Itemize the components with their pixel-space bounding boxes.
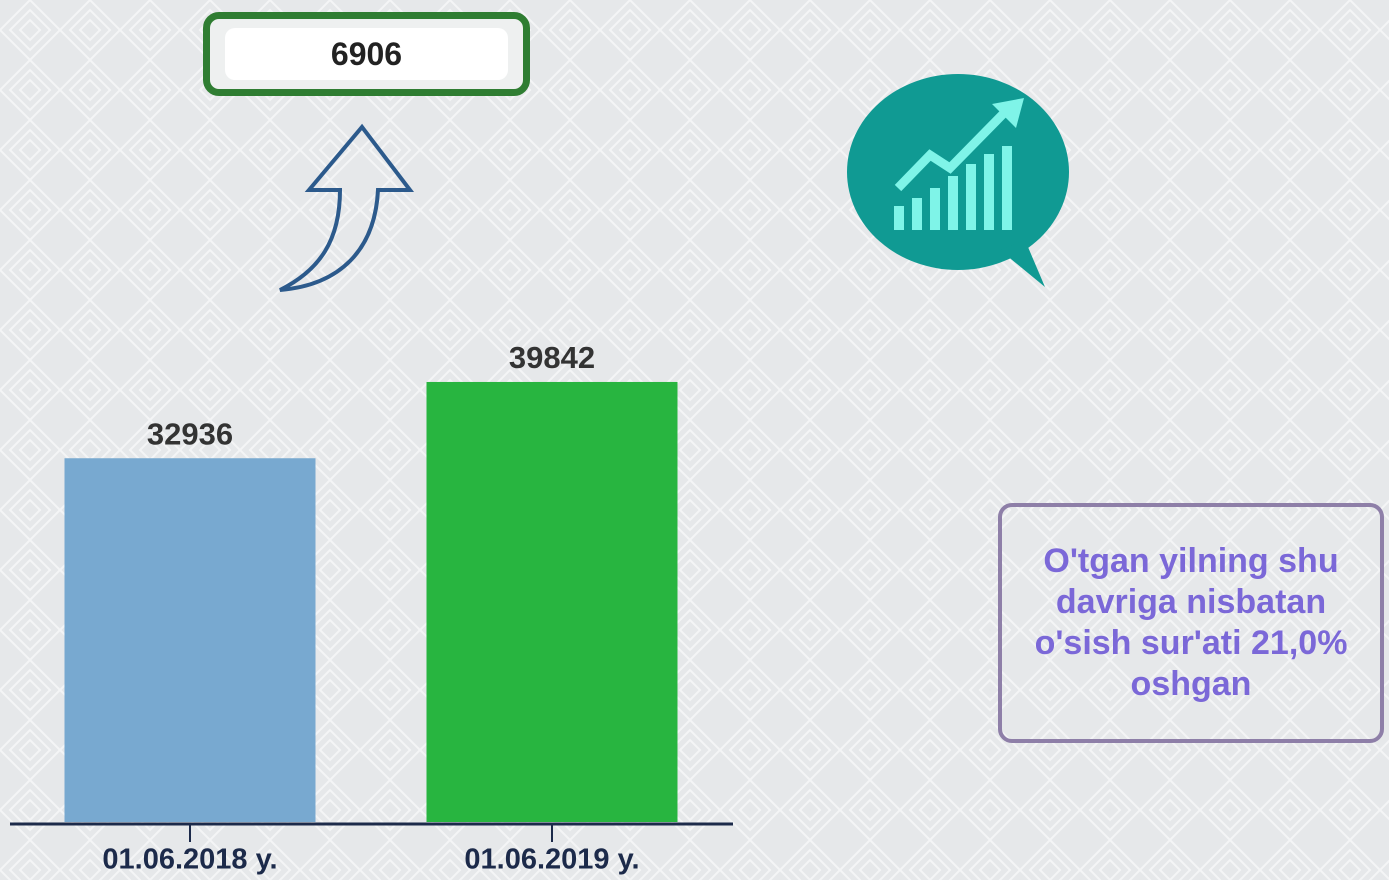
bar [64, 458, 316, 822]
value-label: 32936 [147, 416, 233, 451]
difference-box: 6906 [203, 12, 530, 96]
x-tick-label: 01.06.2019 y. [464, 844, 639, 876]
growth-icon [847, 74, 1069, 287]
note: O'tgan yilning shu davriga nisbatan o'si… [998, 503, 1384, 743]
x-tick-label: 01.06.2018 y. [102, 844, 277, 876]
value-label: 39842 [509, 340, 595, 375]
difference-value: 6906 [225, 28, 508, 80]
up-arrow [279, 123, 415, 292]
bar [426, 381, 678, 822]
